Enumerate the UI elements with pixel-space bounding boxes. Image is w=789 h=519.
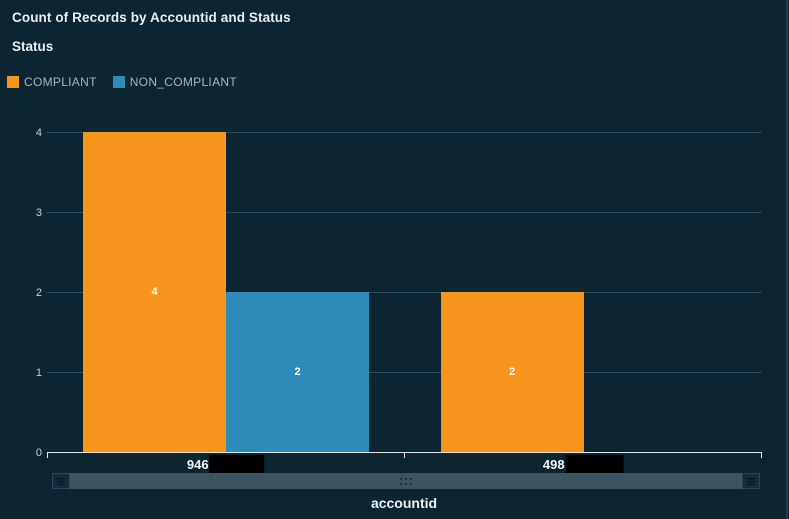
scrollbar-right-button[interactable] (742, 473, 760, 489)
gridline (47, 211, 762, 213)
y-axis-tick-label: 2 (35, 286, 42, 299)
x-axis-category-label: 498 (543, 455, 624, 474)
y-axis-tick-label: 1 (35, 366, 42, 379)
legend-title: Status (12, 39, 54, 54)
bar-value-label: 4 (151, 285, 158, 298)
x-axis-category-text: 498 (542, 457, 565, 472)
bar-non_compliant[interactable] (226, 291, 369, 452)
x-axis-tick (404, 452, 405, 458)
chart-title: Count of Records by Accountid and Status (12, 10, 291, 25)
non-compliant-swatch-icon (112, 76, 125, 88)
compliant-swatch-icon (7, 76, 19, 88)
grip-lines-icon (57, 477, 65, 485)
legend-item-compliant[interactable]: COMPLIANT (7, 75, 97, 89)
x-axis-category-label: 946 (187, 455, 265, 474)
bar-compliant[interactable] (440, 291, 584, 452)
widget-right-border[interactable] (786, 0, 788, 519)
y-axis-tick-label: 3 (35, 206, 42, 219)
x-axis-category-text: 946 (186, 457, 209, 472)
x-axis-tick (47, 452, 48, 458)
legend-item-label: NON_COMPLIANT (129, 75, 237, 89)
bar-value-label: 2 (294, 365, 301, 378)
gridline (47, 291, 762, 293)
grip-lines-icon (747, 477, 755, 485)
scrollbar-thumb[interactable] (70, 473, 742, 489)
x-axis-title: accountid (370, 495, 438, 511)
y-axis-tick-label: 4 (35, 126, 42, 139)
y-axis-tick-label: 0 (35, 447, 42, 459)
legend-item-label: COMPLIANT (24, 75, 97, 89)
scrollbar-left-button[interactable] (52, 473, 70, 489)
legend-item-non-compliant[interactable]: NON_COMPLIANT (112, 75, 237, 89)
redaction-box (209, 455, 265, 474)
gridline (47, 371, 762, 373)
legend: COMPLIANT NON_COMPLIANT (7, 75, 237, 89)
x-axis-tick (761, 452, 762, 458)
redaction-box (565, 455, 624, 474)
drag-dots-icon (400, 477, 412, 485)
bar-value-label: 2 (508, 365, 516, 378)
gridline (47, 131, 762, 133)
bar-compliant[interactable] (83, 131, 226, 452)
